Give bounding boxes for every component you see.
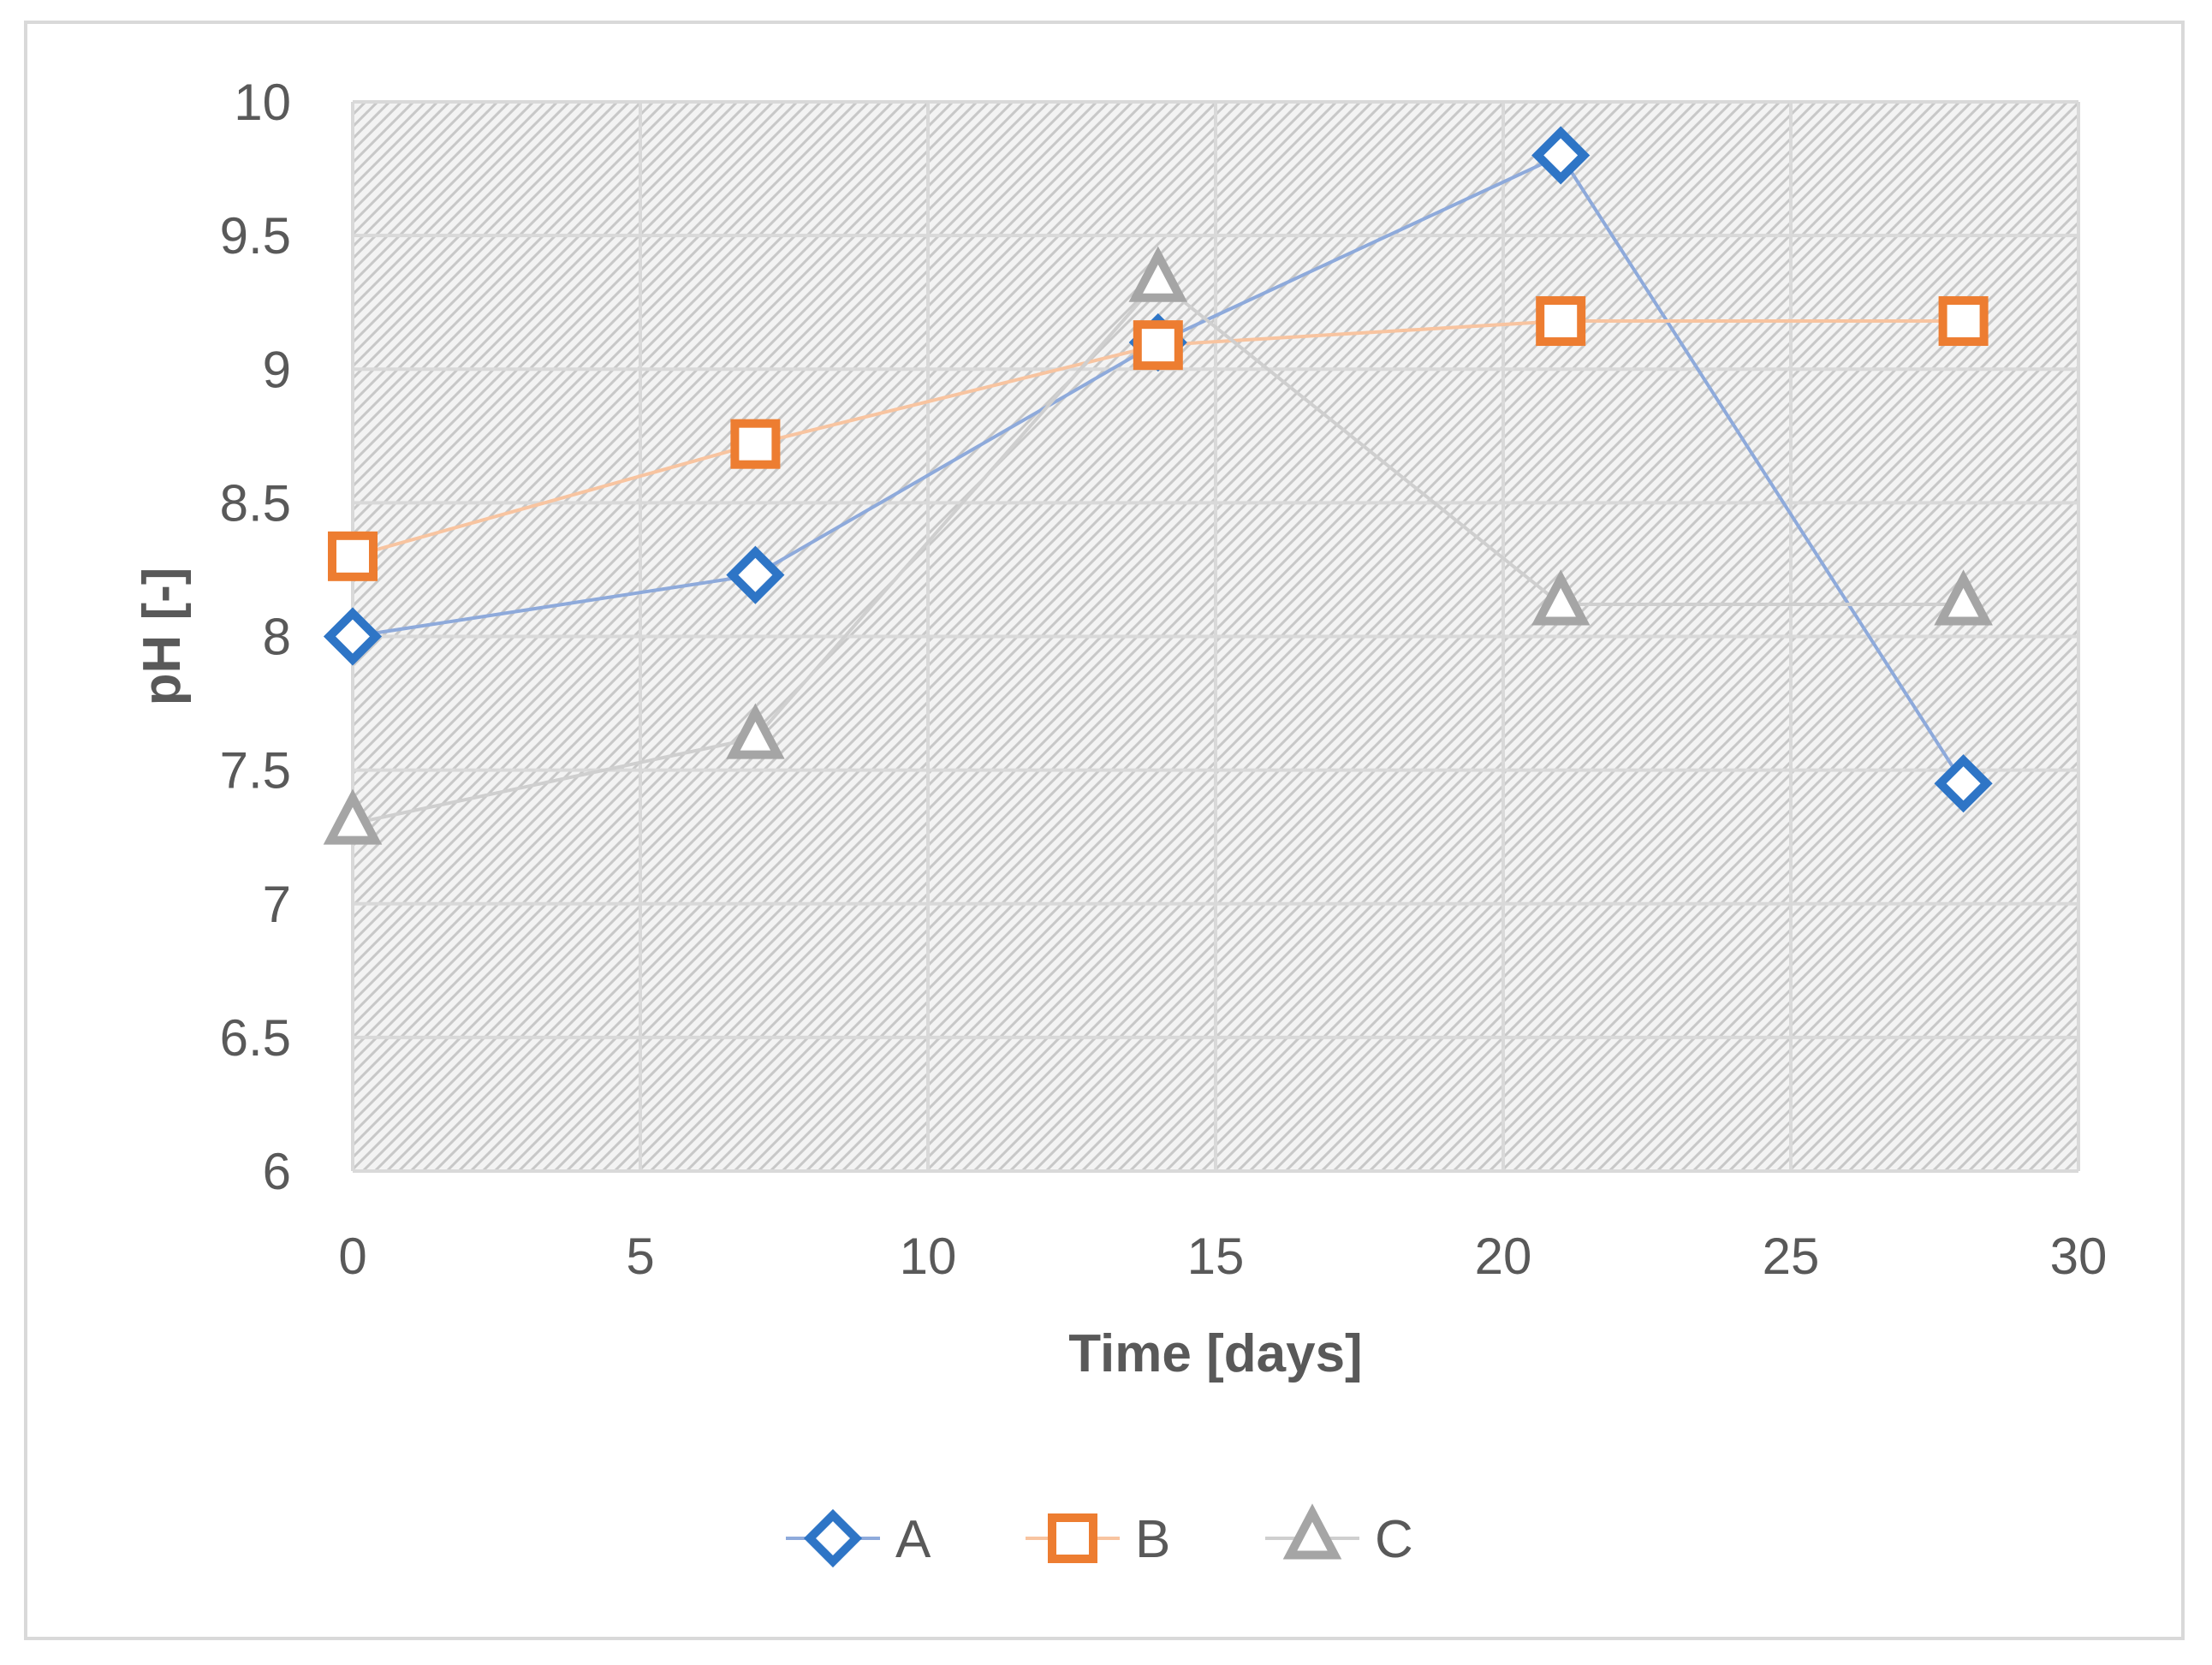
- x-tick-label: 30: [2050, 1228, 2108, 1285]
- legend-label-c: C: [1375, 1510, 1413, 1569]
- data-point-b: [328, 531, 378, 581]
- data-point-c: [323, 788, 383, 845]
- y-tick-label: 8.5: [220, 474, 291, 532]
- legend-marker-b: [1048, 1513, 1097, 1563]
- y-tick-label: 9: [263, 341, 291, 398]
- data-point-b: [1536, 296, 1586, 347]
- legend-label-a: A: [895, 1510, 931, 1569]
- y-axis-title: pH [-]: [133, 568, 192, 706]
- legend-label-b: B: [1135, 1510, 1170, 1569]
- data-point-c: [726, 703, 785, 759]
- y-tick-label: 10: [234, 74, 291, 131]
- x-tick-label: 10: [900, 1228, 957, 1285]
- data-point-a: [726, 545, 785, 604]
- data-point-b: [730, 419, 781, 469]
- legend-marker-a: [803, 1508, 863, 1568]
- x-tick-label: 15: [1187, 1228, 1245, 1285]
- data-point-c: [1128, 246, 1188, 302]
- x-axis-ticks: 0 5 10 15 20 25 30: [338, 1228, 2107, 1285]
- x-tick-label: 5: [626, 1228, 654, 1285]
- x-tick-label: 0: [338, 1228, 366, 1285]
- y-tick-label: 7.5: [220, 742, 291, 800]
- y-tick-label: 8: [263, 609, 291, 666]
- data-point-c: [1531, 569, 1591, 626]
- data-point-b: [1938, 296, 1989, 347]
- y-tick-label: 6.5: [220, 1009, 291, 1067]
- data-point-b: [1133, 320, 1183, 371]
- y-tick-label: 7: [263, 876, 291, 933]
- series-markers: [323, 126, 1993, 845]
- x-axis-title: Time [days]: [1068, 1324, 1362, 1383]
- data-point-a: [323, 607, 383, 666]
- x-tick-label: 25: [1763, 1228, 1820, 1285]
- data-point-a: [1934, 754, 1993, 813]
- y-tick-label: 6: [263, 1143, 291, 1200]
- x-tick-label: 20: [1475, 1228, 1532, 1285]
- data-point-a: [1531, 126, 1591, 185]
- data-point-c: [1934, 569, 1993, 626]
- legend-marker-c: [1282, 1503, 1342, 1560]
- gridlines: [351, 100, 2080, 1173]
- legend: A B C: [786, 1503, 1413, 1569]
- y-tick-label: 9.5: [220, 207, 291, 265]
- y-axis-ticks: 6 6.5 7 7.5 8 8.5 9 9.5 10: [220, 74, 291, 1200]
